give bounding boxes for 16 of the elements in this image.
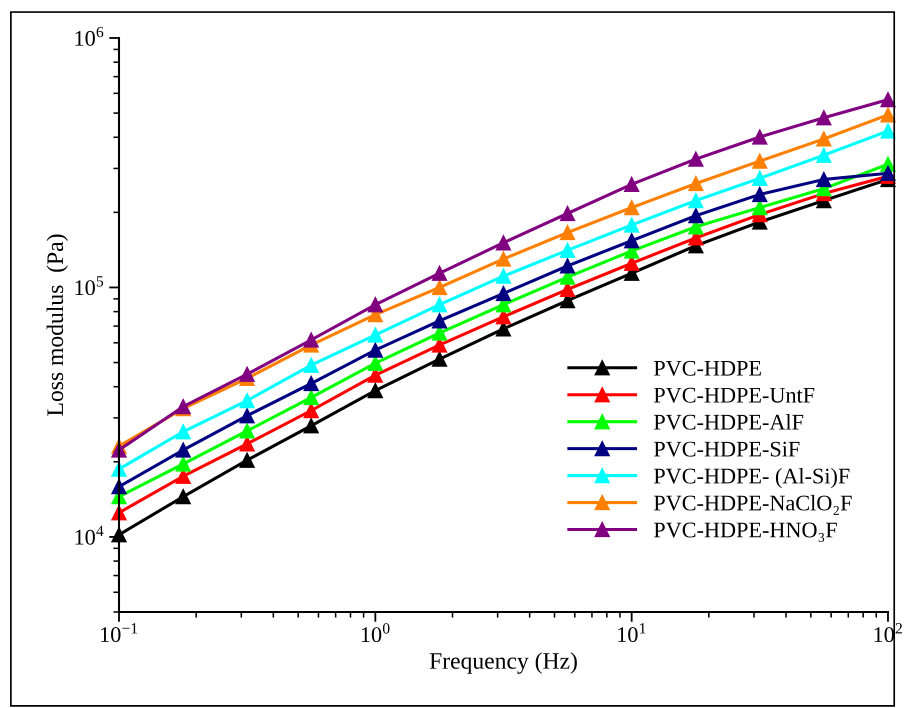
y-tick-label: 10$^{6}$: [75, 26, 104, 46]
legend-label: PVC-HDPE-AlF: [654, 414, 804, 430]
legend-label: PVC-HDPE-NaClO₂F: [654, 494, 852, 515]
legend-label: PVC-HDPE-SiF: [654, 442, 800, 457]
x-tick-label: 10$^{0}$: [362, 623, 390, 642]
y-axis-title: Loss modulus (Pa): [46, 234, 68, 416]
x-tick-label: 10$^{−1}$: [101, 623, 138, 642]
y-tick-label: 10$^{4}$: [75, 526, 104, 545]
y-tick-label: 10$^{5}$: [75, 276, 104, 296]
legend-label: PVC-HDPE-UntF: [654, 388, 814, 403]
x-axis-title: Frequency (Hz): [430, 652, 577, 674]
legend-label: PVC-HDPE- (Al-Si)F: [654, 468, 850, 488]
legend-label: PVC-HDPE: [654, 360, 761, 376]
legend-label: PVC-HDPE-HNO₃F: [654, 522, 837, 542]
x-tick-label: 10$^{1}$: [618, 623, 646, 642]
x-tick-label: 10$^{2}$: [874, 623, 902, 642]
